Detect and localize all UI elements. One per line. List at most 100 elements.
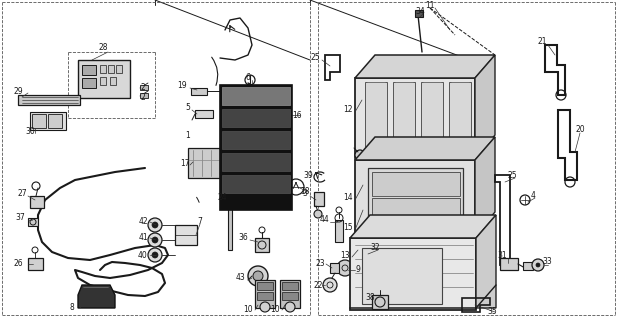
Text: 43: 43 [235,274,245,283]
Text: 31: 31 [497,251,507,260]
Bar [362,248,442,304]
Bar [393,82,415,152]
Bar [222,87,290,105]
Text: 32: 32 [370,244,380,252]
Bar [28,258,43,270]
Bar [28,218,38,226]
Text: 25: 25 [507,171,517,180]
Circle shape [532,259,544,271]
Bar [195,110,213,118]
Bar [191,88,207,95]
Text: 18: 18 [300,188,310,196]
Circle shape [355,150,365,160]
Bar [32,114,46,128]
Text: 1: 1 [185,131,190,140]
Bar [82,78,96,88]
Circle shape [152,222,158,228]
Text: 6: 6 [245,73,250,82]
Text: 15: 15 [343,223,353,233]
Text: 37: 37 [15,213,25,222]
Text: 22: 22 [313,281,323,290]
Bar [100,65,106,73]
Text: 4: 4 [531,190,535,199]
Circle shape [152,237,158,243]
Polygon shape [350,215,496,238]
Bar [222,87,290,105]
Bar [415,10,423,17]
Bar [350,238,476,310]
Bar [222,131,290,149]
Circle shape [314,210,322,218]
Text: 20: 20 [575,125,585,134]
Text: 29: 29 [13,86,23,95]
Circle shape [337,260,353,276]
Text: 27: 27 [17,188,27,197]
Text: 39: 39 [303,172,313,180]
Bar [140,85,148,90]
Bar [140,93,148,98]
Bar [368,168,463,228]
Text: 23: 23 [315,259,325,268]
Bar [358,248,370,260]
Text: 2: 2 [141,92,145,101]
Circle shape [248,266,268,286]
Text: 28: 28 [98,44,108,52]
Text: 21: 21 [537,37,547,46]
Bar [175,225,197,245]
Text: 44: 44 [320,215,330,225]
Circle shape [148,248,162,262]
Bar [228,200,232,250]
Bar [255,280,275,308]
Text: 17: 17 [180,158,190,167]
Bar [222,109,290,127]
Bar [355,78,475,158]
Circle shape [285,302,295,312]
Bar [78,60,130,98]
Bar [282,282,298,290]
Text: 2: 2 [141,83,145,92]
Circle shape [148,233,162,247]
Bar [188,148,220,178]
Text: 11: 11 [425,1,434,10]
Text: 42: 42 [138,218,148,227]
Bar [110,77,116,85]
Bar [116,65,122,73]
Polygon shape [475,137,495,235]
Bar [222,175,290,193]
Bar [282,292,298,300]
Text: 40: 40 [138,251,148,260]
Text: 16: 16 [292,110,302,119]
Text: 10: 10 [270,306,280,315]
Bar [82,65,96,75]
Text: 3: 3 [303,189,307,198]
Bar [372,198,460,222]
Bar [220,85,292,210]
Bar [30,196,44,208]
Text: 30: 30 [25,127,35,137]
Text: 12: 12 [343,106,353,115]
Text: 10: 10 [243,306,253,315]
Polygon shape [355,137,495,160]
Circle shape [536,263,540,267]
Text: 7: 7 [198,218,203,227]
Bar [48,114,62,128]
Text: 8: 8 [70,303,74,313]
Text: 41: 41 [138,234,148,243]
Text: 26: 26 [13,259,23,268]
Polygon shape [355,55,495,78]
Circle shape [260,302,270,312]
Circle shape [253,271,263,281]
Bar [100,77,106,85]
Text: 13: 13 [340,251,350,260]
Text: 19: 19 [177,81,187,90]
Text: 9: 9 [355,266,360,275]
Bar [108,65,114,73]
Text: 25: 25 [310,52,320,61]
Bar [222,153,290,171]
Bar [372,172,460,196]
Bar [314,192,324,206]
Bar [335,220,343,242]
Bar [372,295,388,309]
Bar [355,160,475,235]
Bar [500,258,518,270]
